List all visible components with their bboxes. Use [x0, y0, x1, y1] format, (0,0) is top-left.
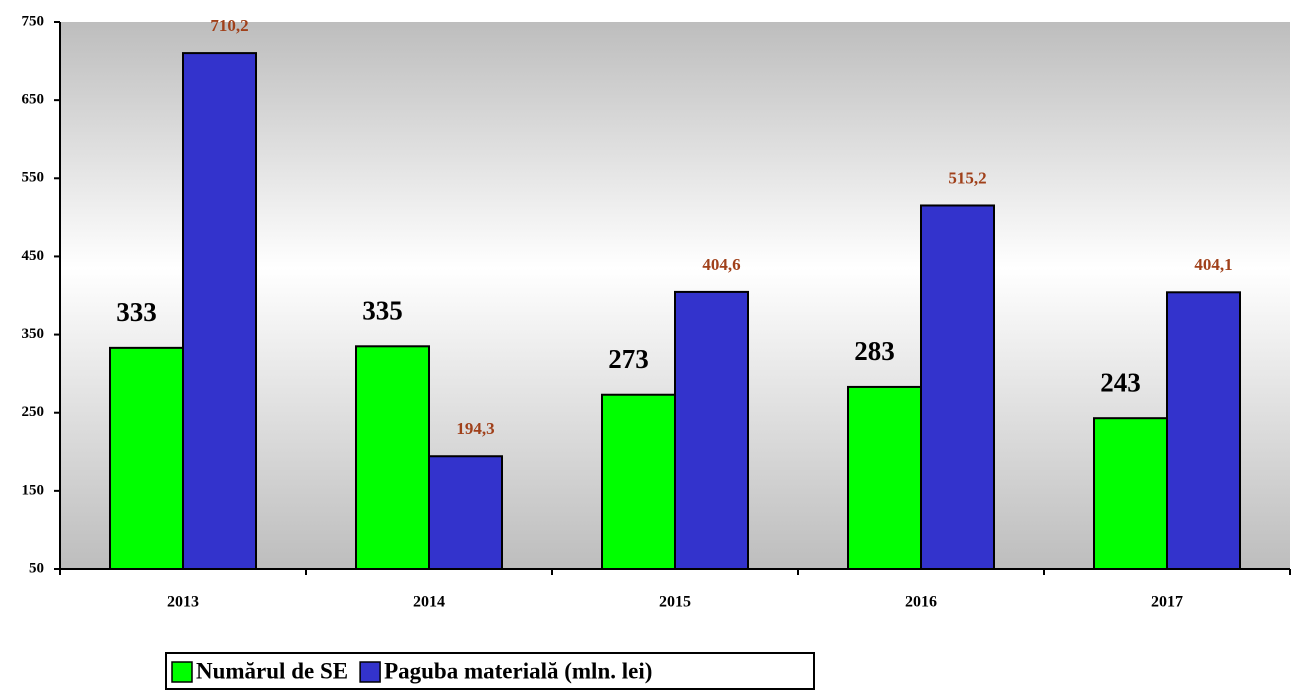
- y-tick-label: 350: [22, 326, 45, 342]
- x-tick-label: 2015: [659, 594, 691, 611]
- y-tick-label: 550: [22, 170, 45, 186]
- legend-label: Numărul de SE: [196, 658, 348, 683]
- value-label: 333: [116, 297, 157, 327]
- bar: [920, 204, 995, 570]
- y-tick-label: 450: [22, 248, 45, 264]
- x-tick-label: 2016: [905, 594, 937, 611]
- bar: [355, 345, 430, 570]
- y-tick-label: 50: [29, 560, 44, 576]
- bar: [1166, 291, 1241, 570]
- bar: [109, 346, 184, 570]
- x-tick-label: 2017: [1151, 594, 1183, 611]
- bar: [674, 290, 749, 570]
- value-label: 404,1: [1194, 255, 1232, 274]
- bar: [428, 455, 503, 571]
- bar: [847, 385, 922, 571]
- value-label: 243: [1100, 367, 1141, 397]
- value-label: 404,6: [702, 255, 740, 274]
- legend-label: Paguba materială (mln. lei): [384, 658, 652, 683]
- value-label: 710,2: [210, 16, 248, 35]
- bar: [601, 393, 676, 570]
- y-tick-label: 750: [22, 13, 45, 29]
- value-label: 194,3: [456, 419, 494, 438]
- y-tick-label: 150: [22, 482, 45, 498]
- value-label: 335: [362, 295, 403, 325]
- legend-swatch: [359, 661, 381, 683]
- x-tick-label: 2014: [413, 594, 445, 611]
- y-tick-label: 250: [22, 404, 45, 420]
- value-label: 515,2: [948, 168, 986, 187]
- x-tick-label: 2013: [167, 594, 199, 611]
- y-tick-label: 650: [22, 92, 45, 108]
- legend: [165, 652, 815, 690]
- bar: [1093, 417, 1168, 571]
- value-label: 273: [608, 344, 649, 374]
- legend-swatch: [171, 661, 193, 683]
- bar: [182, 52, 257, 571]
- value-label: 283: [854, 336, 895, 366]
